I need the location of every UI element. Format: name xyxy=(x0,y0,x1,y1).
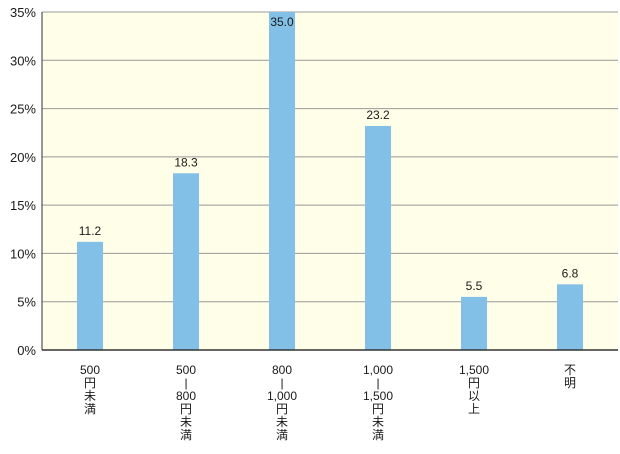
x-category-label: 1,500 xyxy=(363,389,393,403)
bar xyxy=(557,284,583,350)
data-label: 5.5 xyxy=(466,279,483,293)
bar xyxy=(77,241,103,350)
y-tick-label: 0% xyxy=(17,343,36,358)
x-category-label: 1,500 xyxy=(459,363,489,377)
x-category-label: 未 xyxy=(372,415,384,429)
y-tick-label: 30% xyxy=(10,53,36,68)
x-category-label: 満 xyxy=(84,402,96,416)
plot-background xyxy=(42,12,618,350)
y-tick-label: 25% xyxy=(10,102,36,117)
y-tick-label: 10% xyxy=(10,246,36,261)
x-category-label: 不 xyxy=(564,363,576,377)
x-category-label: 1,000 xyxy=(267,389,297,403)
data-label: 23.2 xyxy=(366,108,390,122)
x-category-label: 円 xyxy=(84,376,96,390)
x-category-label: 円 xyxy=(372,402,384,416)
x-category-label: 満 xyxy=(372,428,384,442)
x-category-label: 800 xyxy=(272,363,292,377)
x-category-label: 未 xyxy=(84,389,96,403)
y-tick-label: 15% xyxy=(10,198,36,213)
y-tick-label: 20% xyxy=(10,150,36,165)
x-category-label: 円 xyxy=(468,376,480,390)
data-labels: 11.2 18.3 35.0 23.2 5.5 6.8 xyxy=(79,15,579,293)
x-category-label: 円 xyxy=(180,402,192,416)
x-category-label: 円 xyxy=(276,402,288,416)
x-category-label: 満 xyxy=(180,428,192,442)
y-axis-ticks: 0% 5% 10% 15% 20% 25% 30% 35% xyxy=(10,5,36,358)
x-category-label: 満 xyxy=(276,428,288,442)
bar xyxy=(365,125,391,350)
x-axis-categories: 500円未満500|800円未満800|1,000円未満1,000|1,500円… xyxy=(80,363,576,442)
axes xyxy=(41,12,618,351)
x-category-label: 1,000 xyxy=(363,363,393,377)
gridlines xyxy=(42,11,618,303)
bar xyxy=(269,12,295,350)
data-label: 35.0 xyxy=(270,15,294,29)
x-category-label: | xyxy=(376,376,379,390)
data-label: 18.3 xyxy=(174,155,198,169)
bar xyxy=(461,296,487,350)
x-category-label: 800 xyxy=(176,389,196,403)
x-category-label: 未 xyxy=(180,415,192,429)
data-label: 6.8 xyxy=(562,266,579,280)
y-tick-label: 5% xyxy=(17,295,36,310)
data-label: 11.2 xyxy=(79,224,102,238)
bar xyxy=(173,173,199,350)
x-category-label: | xyxy=(184,376,187,390)
x-category-label: 未 xyxy=(276,415,288,429)
x-category-label: 以 xyxy=(468,389,480,403)
y-tick-label: 35% xyxy=(10,5,36,20)
bars xyxy=(77,12,583,350)
x-category-label: | xyxy=(280,376,283,390)
x-category-label: 500 xyxy=(176,363,196,377)
x-category-label: 500 xyxy=(80,363,100,377)
x-category-label: 明 xyxy=(564,376,576,390)
x-category-label: 上 xyxy=(468,402,480,416)
